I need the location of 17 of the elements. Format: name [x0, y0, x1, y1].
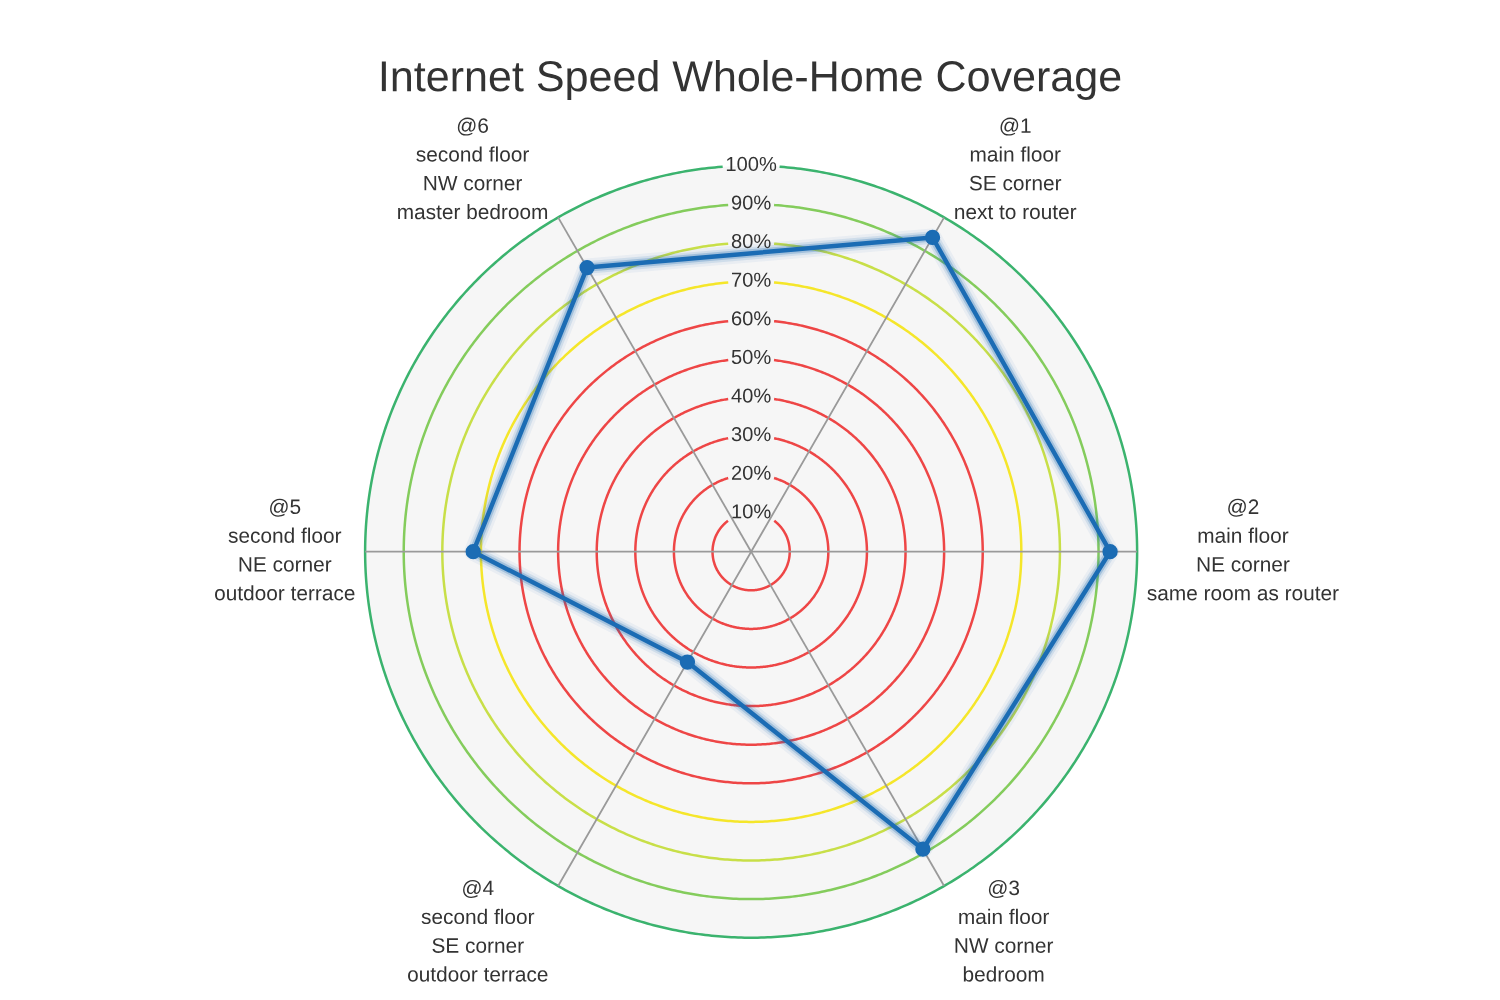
y-tick-label: 80%	[731, 234, 771, 249]
y-tick-label: 90%	[731, 195, 771, 210]
y-tick-label: 30%	[731, 427, 771, 442]
spoke-label: @6 second floor NW corner master bedroom	[398, 117, 548, 220]
y-tick-label: 60%	[731, 311, 771, 326]
spoke-label: @5 second floor NE corner outdoor terrace	[215, 498, 355, 601]
spoke-label: @4 second floor SE corner outdoor terrace	[408, 880, 548, 982]
spoke-label: @2 main floor NE corner same room as router	[1147, 498, 1339, 601]
y-tick-label: 40%	[731, 388, 771, 403]
y-tick-label: 10%	[732, 504, 771, 519]
chart-title: Internet Speed Whole-Home Coverage	[381, 59, 1121, 101]
spoke-label: @3 main floor NW corner bedroom	[955, 880, 1054, 982]
spoke-label: @1 main floor SE corner next to router	[955, 117, 1077, 220]
y-tick-label: 100%	[726, 156, 777, 172]
y-tick-label: 20%	[731, 465, 771, 480]
y-tick-label: 50%	[731, 349, 771, 365]
y-tick-label: 70%	[732, 272, 771, 287]
